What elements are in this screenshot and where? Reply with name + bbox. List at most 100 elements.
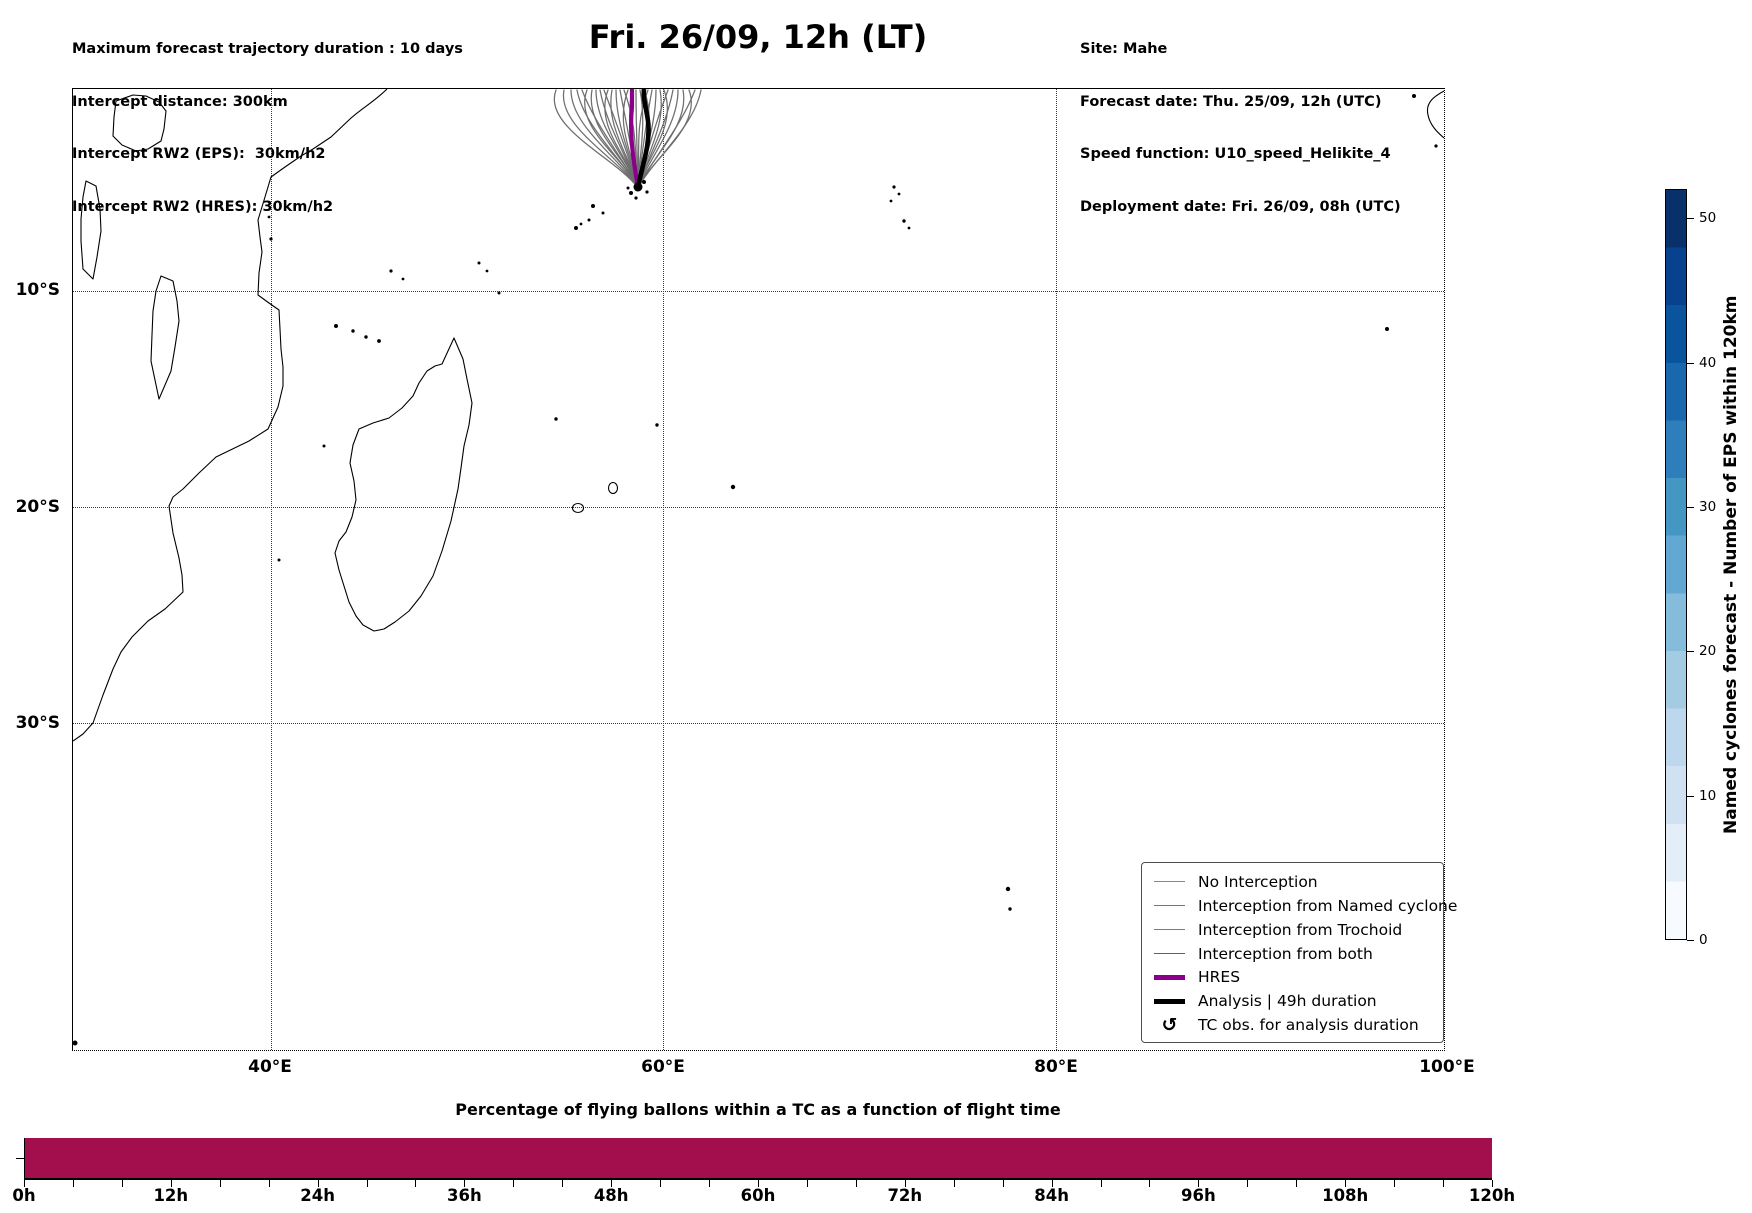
hres-trajectory [628, 89, 641, 189]
ytick-30S: 30°S [15, 713, 60, 733]
figure-title: Fri. 26/09, 12h (LT) [588, 18, 928, 56]
bc-label-12h: 12h [153, 1186, 189, 1205]
gridline-80E [1055, 89, 1057, 1050]
bc-tickmark [953, 1180, 955, 1187]
info-intercept-distance: Intercept distance: 300km [72, 93, 288, 110]
island-dot [591, 204, 595, 208]
legend-line-orangered [1154, 905, 1185, 907]
colorbar-axis-label: Named cyclones forecast - Number of EPS … [1721, 295, 1741, 834]
colorbar-tick [1687, 362, 1694, 364]
legend-item-analysis: Analysis | 49h duration [1154, 989, 1433, 1013]
bc-label-36h: 36h [447, 1186, 482, 1205]
gridline-60E [663, 89, 665, 1050]
island-dot [401, 277, 405, 281]
bc-tickmark [1100, 1180, 1102, 1187]
colorbar-tick-20: 20 [1699, 643, 1717, 660]
bottom-chart-ytick [16, 1158, 24, 1159]
legend-item-named-cyclone: Interception from Named cyclone [1154, 894, 1457, 918]
bc-tickmark [24, 1180, 25, 1187]
bc-tickmark [562, 1180, 564, 1187]
colorbar-tick [1687, 651, 1694, 653]
bc-tickmark [758, 1180, 759, 1187]
bc-tickmark [219, 1180, 221, 1187]
gridline-10S [73, 290, 1444, 292]
bc-tickmark [1296, 1180, 1298, 1187]
bc-label-108h: 108h [1322, 1186, 1369, 1205]
bc-tickmark [660, 1180, 662, 1187]
island-dot [902, 219, 906, 223]
legend-line-black [1154, 998, 1185, 1004]
bc-label-24h: 24h [300, 1186, 335, 1205]
island-dot [73, 1040, 78, 1046]
island-dot [351, 329, 355, 333]
island-dot [364, 335, 368, 339]
bc-label-84h: 84h [1034, 1186, 1069, 1205]
xtick-100E: 100°E [1419, 1057, 1475, 1077]
colorbar-tick-0: 0 [1699, 932, 1708, 948]
island-dot [897, 192, 901, 196]
bc-tickmark [268, 1180, 270, 1187]
bc-tickmark [1394, 1180, 1396, 1187]
bc-tickmark [415, 1180, 417, 1187]
island-dot [579, 222, 583, 226]
legend-line-green [1154, 953, 1185, 954]
island-reunion [571, 502, 585, 514]
island-dot [322, 444, 326, 448]
island-dot [655, 423, 659, 427]
bc-label-120h: 120h [1468, 1186, 1516, 1205]
gridline-30S [73, 722, 1444, 724]
lake-victoria [112, 94, 167, 152]
colorbar-tick-40: 40 [1699, 354, 1717, 371]
island-dot [1434, 144, 1438, 148]
island-dot [377, 339, 381, 343]
colorbar-tick [1687, 940, 1694, 941]
colorbar-tick [1687, 795, 1694, 797]
island-dot [269, 237, 273, 241]
bc-tickmark [1051, 1180, 1053, 1187]
map-panel [72, 88, 1445, 1051]
info-intercept-rw2-eps: Intercept RW2 (EPS): 30km/h2 [72, 146, 326, 162]
bc-tickmark [464, 1180, 466, 1187]
island-dot [1385, 327, 1389, 331]
bc-tickmark [513, 1180, 515, 1187]
island-dot [601, 211, 605, 215]
bc-tickmark [1345, 1180, 1347, 1187]
island-dot [554, 417, 558, 421]
bc-tickmark [1149, 1180, 1151, 1187]
ytick-20S: 20°S [15, 497, 60, 517]
bc-tickmark [611, 1180, 613, 1187]
info-intercept-rw2-hres: Intercept RW2 (HRES): 30km/h2 [72, 198, 334, 215]
legend-line-olive [1154, 929, 1185, 931]
coastline-africa [73, 89, 388, 742]
bottom-chart-xaxis [24, 1178, 1492, 1180]
bc-tickmark [170, 1180, 172, 1187]
island-rodrigues [730, 484, 736, 490]
bc-tickmark [366, 1180, 368, 1187]
legend-line-gray [1154, 881, 1185, 883]
island-dot [587, 218, 591, 222]
xtick-80E: 80°E [1034, 1057, 1078, 1077]
bc-tickmark [855, 1180, 857, 1187]
ytick-10S: 10°S [15, 280, 60, 300]
bc-tickmark [1443, 1180, 1445, 1187]
info-speed-function: Speed function: U10_speed_Helikite_4 [1080, 146, 1391, 162]
bc-tickmark [121, 1180, 123, 1187]
island-dot [477, 261, 481, 265]
bc-tickmark [72, 1180, 74, 1187]
bc-tickmark [1198, 1180, 1200, 1187]
gridline-20S [73, 507, 1444, 509]
bottom-chart-yaxis [24, 1138, 25, 1178]
island-dot [334, 324, 338, 328]
legend-item-trochoid: Interception from Trochoid [1154, 918, 1433, 942]
bottom-chart-bar [24, 1138, 1492, 1178]
lake-tanganyika [80, 180, 102, 280]
bc-tickmark [1247, 1180, 1249, 1187]
island-dot [389, 269, 393, 273]
xtick-40E: 40°E [248, 1057, 292, 1077]
bottom-chart-title: Percentage of flying ballons within a TC… [455, 1100, 1061, 1119]
island-dot [892, 185, 896, 189]
legend-item-both: Interception from both [1154, 942, 1433, 966]
info-deployment-date: Deployment date: Fri. 26/09, 08h (UTC) [1080, 198, 1401, 215]
island-dot [485, 269, 489, 273]
